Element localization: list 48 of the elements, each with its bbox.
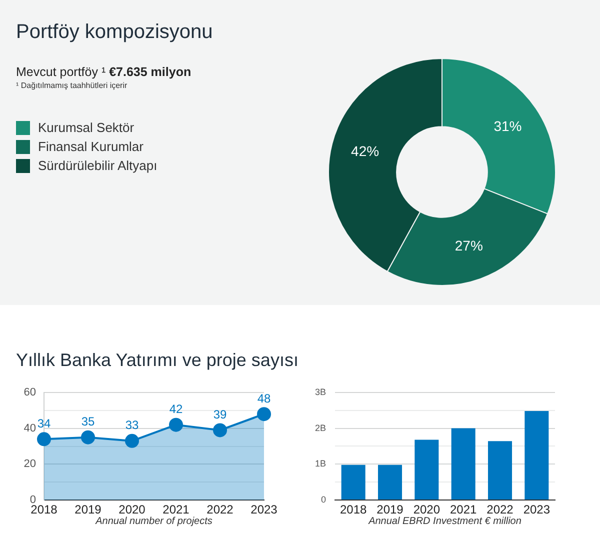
legend-label: Finansal Kurumlar: [38, 139, 144, 154]
y-tick-label: 60: [24, 386, 36, 399]
x-tick-label: 2021: [162, 502, 190, 517]
x-axis-title: Annual EBRD Investment € million: [368, 516, 522, 527]
x-tick-label: 2018: [340, 502, 368, 517]
data-label: 34: [37, 416, 51, 430]
data-label: 42%: [351, 143, 380, 160]
bar: [414, 440, 439, 500]
bar: [378, 464, 402, 500]
x-axis-title: Annual number of projects: [94, 516, 212, 527]
bar: [488, 441, 512, 500]
y-tick-label: 0: [320, 494, 326, 504]
x-tick-label: 2023: [250, 502, 278, 517]
data-label: 31%: [494, 118, 522, 134]
data-label: 39: [213, 408, 227, 422]
bar: [341, 464, 366, 500]
x-tick-label: 2021: [450, 502, 478, 517]
chart-title: Portföy kompozisyonu: [16, 21, 213, 44]
x-tick-label: 2022: [206, 502, 234, 517]
point: [125, 434, 139, 448]
data-label: 33: [125, 418, 139, 432]
data-label: 35: [81, 414, 95, 429]
legend-label: Sürdürülebilir Altyapı: [38, 158, 158, 173]
x-tick-label: 2020: [118, 502, 146, 517]
chart-title: Yıllık Banka Yatırımı ve proje sayısı: [16, 350, 298, 371]
y-tick-label: 20: [24, 458, 36, 470]
data-label: 27%: [454, 238, 483, 254]
point: [169, 418, 183, 432]
x-tick-label: 2019: [376, 502, 404, 517]
bar: [451, 428, 476, 500]
point: [81, 430, 95, 444]
legend-label: Kurumsal Sektör: [38, 120, 134, 135]
point: [213, 423, 227, 438]
x-tick-label: 2022: [486, 502, 514, 517]
data-label: 42: [169, 402, 183, 416]
data-label: 48: [257, 391, 271, 406]
y-tick-label: 40: [24, 422, 36, 434]
y-tick-label: 2B: [314, 422, 326, 433]
y-tick-label: 1B: [314, 458, 326, 469]
x-tick-label: 2020: [413, 502, 440, 517]
bar: [524, 411, 549, 500]
x-tick-label: 2023: [523, 502, 550, 517]
x-tick-label: 2019: [74, 502, 102, 517]
y-tick-label: 3B: [314, 386, 326, 397]
text: ¹ Dağıtılmamış taahhütleri içerir: [16, 81, 128, 90]
point: [37, 432, 51, 446]
text: Mevcut portföy ¹ €7.635 milyon: [16, 65, 192, 79]
point: [257, 407, 271, 422]
